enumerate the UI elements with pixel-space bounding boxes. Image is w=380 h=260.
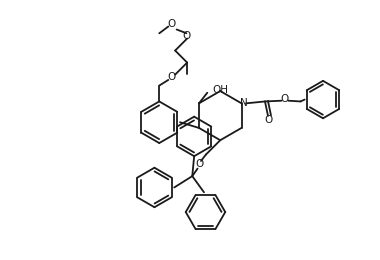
Text: O: O <box>167 19 176 29</box>
Text: OH: OH <box>212 85 228 95</box>
Text: N: N <box>239 98 247 108</box>
Text: O: O <box>167 72 176 82</box>
Text: O: O <box>264 115 273 125</box>
Text: O: O <box>195 159 203 169</box>
Text: O: O <box>182 31 190 41</box>
Text: O: O <box>280 94 289 104</box>
